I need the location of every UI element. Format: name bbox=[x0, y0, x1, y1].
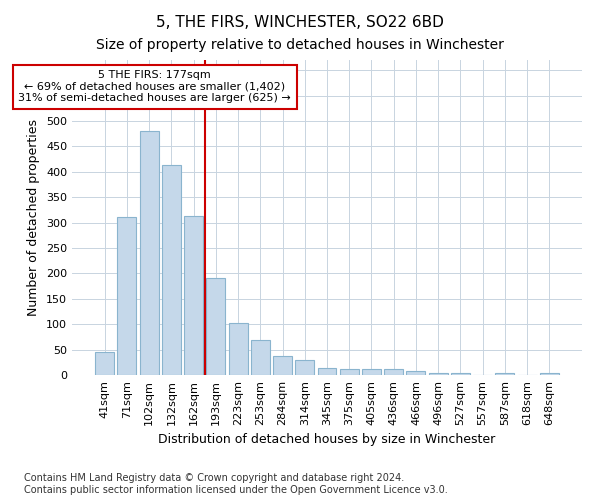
Bar bbox=[406, 372, 425, 375]
Bar bbox=[118, 217, 136, 375]
Text: 5 THE FIRS: 177sqm
← 69% of detached houses are smaller (1,402)
31% of semi-deta: 5 THE FIRS: 177sqm ← 69% of detached hou… bbox=[18, 70, 291, 103]
Bar bbox=[206, 278, 225, 375]
Bar bbox=[384, 370, 403, 375]
Bar bbox=[496, 373, 514, 375]
X-axis label: Distribution of detached houses by size in Winchester: Distribution of detached houses by size … bbox=[158, 434, 496, 446]
Bar bbox=[295, 360, 314, 375]
Bar bbox=[229, 323, 248, 375]
Bar bbox=[140, 131, 158, 375]
Text: Size of property relative to detached houses in Winchester: Size of property relative to detached ho… bbox=[96, 38, 504, 52]
Bar bbox=[429, 373, 448, 375]
Bar bbox=[95, 352, 114, 375]
Bar bbox=[162, 164, 181, 375]
Bar bbox=[451, 373, 470, 375]
Bar bbox=[540, 373, 559, 375]
Bar bbox=[317, 368, 337, 375]
Y-axis label: Number of detached properties: Number of detached properties bbox=[28, 119, 40, 316]
Bar bbox=[184, 216, 203, 375]
Bar bbox=[362, 369, 381, 375]
Text: 5, THE FIRS, WINCHESTER, SO22 6BD: 5, THE FIRS, WINCHESTER, SO22 6BD bbox=[156, 15, 444, 30]
Bar bbox=[273, 356, 292, 375]
Text: Contains HM Land Registry data © Crown copyright and database right 2024.
Contai: Contains HM Land Registry data © Crown c… bbox=[24, 474, 448, 495]
Bar bbox=[340, 370, 359, 375]
Bar bbox=[251, 340, 270, 375]
